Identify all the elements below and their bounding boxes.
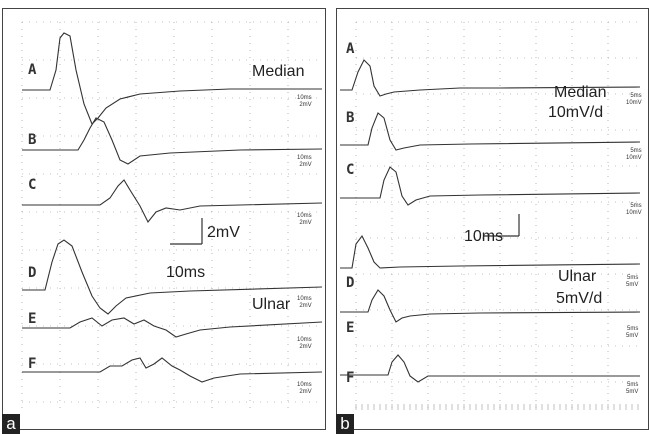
scale-b-B-time: 5ms: [630, 148, 642, 154]
scale-a-F-amp: 2mV: [299, 389, 312, 395]
trace-b-A: [340, 59, 641, 97]
grid-ticks-b: [355, 404, 639, 410]
scale-b-E-time: 5ms: [627, 326, 639, 332]
trace-b-C: [340, 166, 641, 206]
scale-a-A-amp: 2mV: [299, 102, 312, 108]
trace-label-b-C: C: [346, 162, 355, 178]
trace-label-b-E: E: [346, 320, 355, 336]
trace-b-E: [340, 289, 641, 323]
trace-label-a-B: B: [28, 132, 37, 148]
ulnar-label-b: Ulnar: [558, 268, 597, 285]
scale-a-D-time: 10ms: [297, 296, 312, 302]
trace-a-F: [22, 357, 323, 383]
trace-label-b-B: B: [346, 110, 355, 126]
trace-a-A: [22, 32, 322, 125]
scale-b-B: 5ms 10mV: [626, 148, 642, 162]
scale-b-A: 5ms 10mV: [626, 93, 642, 107]
scale-b-F-amp: 5mV: [626, 389, 639, 395]
scale-a-A-time: 10ms: [297, 95, 312, 101]
trace-label-a-D: D: [28, 265, 37, 281]
trace-label-b-D: D: [346, 275, 355, 291]
scale-b-A-time: 5ms: [630, 93, 642, 99]
scale-a-B-time: 10ms: [297, 155, 312, 161]
scale-b-D: 5ms 5mV: [626, 275, 638, 289]
trace-b-F: [340, 354, 640, 383]
median-label-a: Median: [252, 63, 305, 80]
trace-b-B: [340, 112, 641, 151]
calibration-time-label-a: 10ms: [166, 264, 206, 281]
ulnar-sublabel-b: 5mV/d: [556, 290, 603, 307]
panel-b-tag: b: [336, 414, 354, 434]
scale-a-F: 10ms 2mV: [297, 382, 312, 396]
trace-label-b-A: A: [346, 41, 355, 57]
trace-a-D: [22, 239, 323, 315]
trace-label-b-F: F: [346, 370, 355, 386]
scale-a-C: 10ms 2mV: [297, 213, 312, 227]
panel-b-frame: [336, 8, 649, 430]
ulnar-label-a: Ulnar: [252, 296, 291, 313]
scale-b-F-time: 5ms: [627, 382, 639, 388]
scale-b-E: 5ms 5mV: [626, 326, 638, 340]
scale-a-E-time: 10ms: [297, 337, 312, 343]
scale-a-D-amp: 2mV: [299, 303, 312, 309]
calibration-time-label-b: 10ms: [464, 228, 504, 245]
trace-a-E: [22, 317, 323, 338]
scale-a-B-amp: 2mV: [299, 162, 312, 168]
scale-b-D-time: 5ms: [627, 275, 639, 281]
calibration-amplitude-label-a: 2mV: [207, 224, 240, 241]
scale-b-B-amp: 10mV: [626, 155, 642, 161]
scale-a-E-amp: 2mV: [299, 344, 312, 350]
median-label-b: Median: [554, 84, 607, 101]
scale-a-D: 10ms 2mV: [297, 296, 312, 310]
trace-label-a-A: A: [28, 62, 37, 78]
scale-a-A: 10ms 2mV: [297, 95, 312, 109]
panel-a-tag: a: [2, 414, 20, 434]
trace-label-a-C: C: [28, 177, 37, 193]
trace-label-a-E: E: [28, 311, 37, 327]
median-sublabel-b: 10mV/d: [548, 104, 604, 121]
scale-b-C-time: 5ms: [630, 203, 642, 209]
scale-b-A-amp: 10mV: [626, 100, 642, 106]
scale-a-C-amp: 2mV: [299, 220, 312, 226]
scale-a-C-time: 10ms: [297, 213, 312, 219]
scale-a-F-time: 10ms: [297, 382, 312, 388]
trace-b-D: [340, 234, 641, 269]
scale-b-E-amp: 5mV: [626, 333, 639, 339]
scale-a-E: 10ms 2mV: [297, 337, 312, 351]
scale-b-C-amp: 10mV: [626, 210, 642, 216]
scale-b-D-amp: 5mV: [626, 282, 639, 288]
scale-a-B: 10ms 2mV: [297, 155, 312, 169]
scale-b-C: 5ms 10mV: [626, 203, 642, 217]
trace-a-B: [22, 117, 323, 165]
grid-panel-a: [21, 21, 320, 412]
trace-label-a-F: F: [28, 356, 37, 372]
trace-a-C: [22, 179, 323, 224]
scale-b-F: 5ms 5mV: [626, 382, 638, 396]
